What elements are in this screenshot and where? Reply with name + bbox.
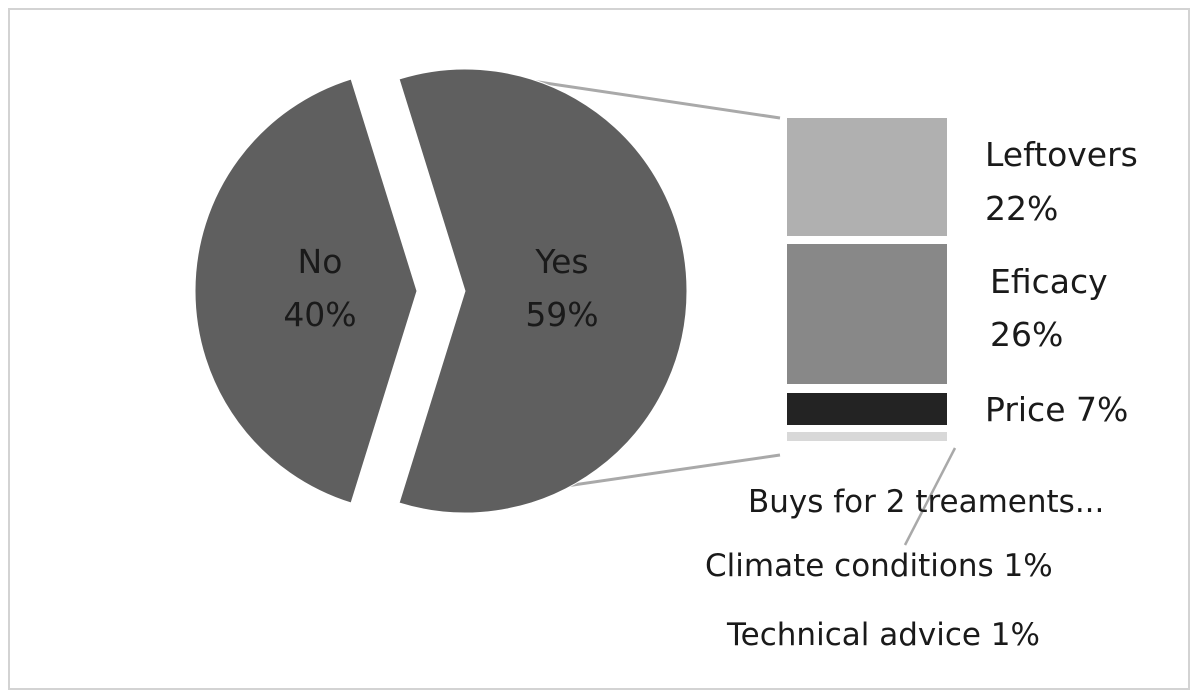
bar-segment-small-categories [787, 432, 947, 441]
bar-label-technical: Technical advice 1% [726, 617, 1040, 653]
pie-label-yes-value: 59% [525, 295, 598, 334]
bar-segment-eficacy [787, 244, 947, 384]
bar-segment-leftovers [787, 118, 947, 236]
pie-label-no-name: No [298, 242, 343, 281]
pie-slice-yes [398, 68, 688, 514]
bar-label-leftovers-name: Leftovers [985, 135, 1138, 174]
bar-label-buys: Buys for 2 treaments... [748, 484, 1104, 520]
pie-label-yes-name: Yes [534, 242, 588, 281]
leader-line-small-segments [903, 447, 957, 546]
bar-label-price: Price 7% [985, 390, 1128, 429]
pie-label-no-value: 40% [283, 295, 356, 334]
bar-label-climate: Climate conditions 1% [705, 548, 1053, 584]
connector-line-top [524, 78, 781, 120]
bar-label-eficacy-name: Eficacy [990, 262, 1108, 301]
bar-segment-price [787, 393, 947, 425]
bar-label-eficacy-value: 26% [990, 315, 1063, 354]
bar-label-leftovers-value: 22% [985, 189, 1058, 228]
pie-slice-no [194, 78, 418, 504]
